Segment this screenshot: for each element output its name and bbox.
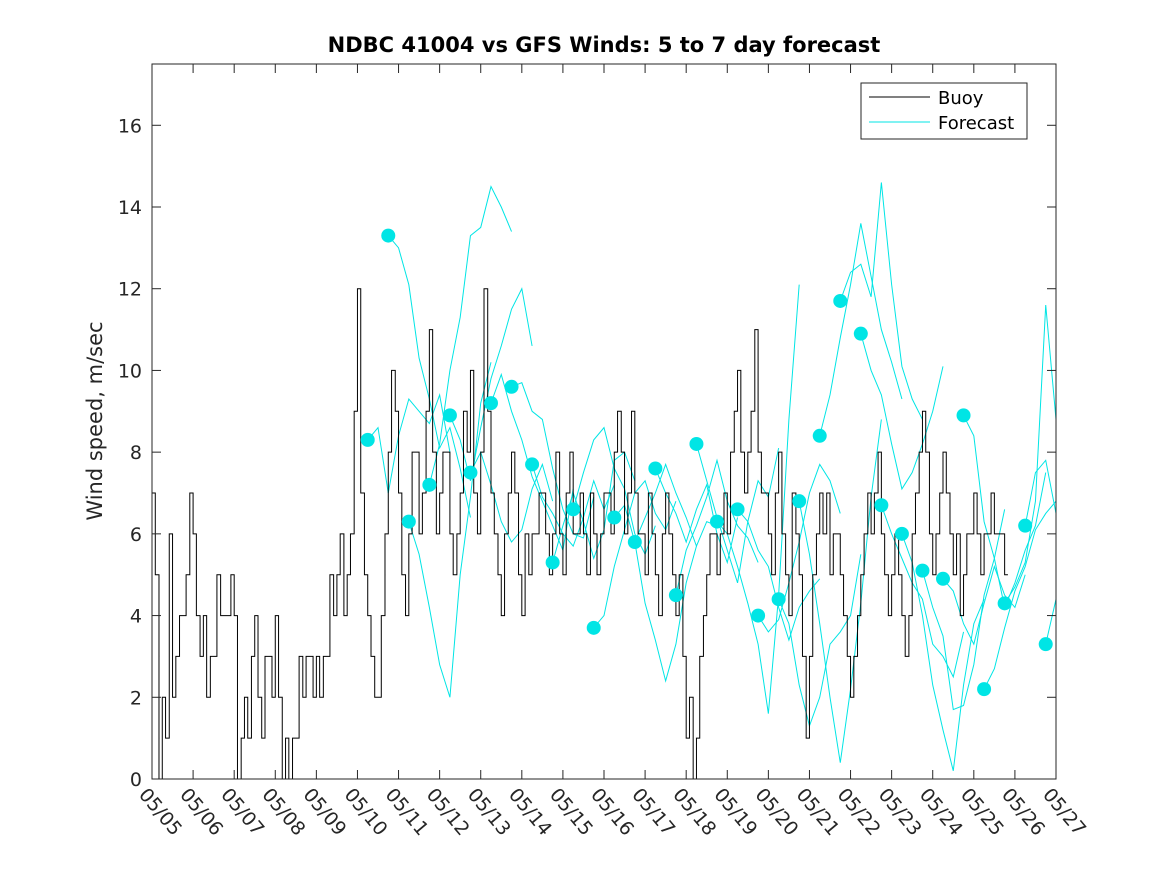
y-tick-label: 4: [130, 606, 142, 628]
buoy-series: [152, 288, 1008, 779]
forecast-marker: [484, 396, 498, 411]
forecast-marker: [607, 510, 622, 525]
forecast-marker: [936, 571, 950, 586]
forecast-marker: [710, 514, 724, 529]
forecast-line: [1004, 305, 1056, 604]
forecast-line: [428, 185, 513, 485]
y-tick-label: 12: [118, 279, 142, 301]
forecast-marker: [833, 293, 848, 308]
forecast-marker: [525, 457, 540, 472]
forecast-line: [470, 450, 554, 543]
y-tick-label: 8: [130, 442, 142, 464]
legend-label-buoy: Buoy: [938, 88, 984, 109]
forecast-marker: [751, 608, 766, 623]
forecast-marker: [853, 326, 868, 341]
forecast-marker: [812, 428, 827, 443]
forecast-line: [408, 362, 492, 698]
forecast-marker: [504, 379, 519, 394]
forecast-marker: [566, 502, 581, 517]
forecast-marker: [401, 514, 416, 529]
forecast-marker: [360, 432, 375, 447]
forecast-marker: [442, 408, 457, 423]
forecast-marker: [586, 620, 601, 635]
forecast-marker: [1038, 637, 1053, 652]
forecast-marker: [792, 494, 807, 509]
y-tick-label: 10: [118, 360, 142, 382]
forecast-marker: [915, 563, 930, 578]
forecast-marker: [381, 228, 396, 243]
forecast-marker: [648, 461, 663, 476]
forecast-marker: [977, 682, 992, 697]
forecast-line: [367, 393, 451, 494]
forecast-marker: [689, 436, 704, 451]
y-tick-label: 6: [130, 524, 142, 546]
forecast-line: [511, 382, 595, 539]
legend-box: [860, 82, 1028, 140]
forecast-start-markers: [360, 228, 1053, 697]
forecast-line: [675, 458, 759, 596]
forecast-marker: [730, 502, 745, 517]
forecast-line: [839, 182, 923, 420]
y-tick-label: 2: [130, 687, 142, 709]
forecast-marker: [771, 592, 786, 607]
legend: Buoy Forecast: [860, 82, 1028, 140]
forecast-marker: [997, 596, 1012, 611]
forecast-marker: [545, 555, 560, 570]
forecast-marker: [463, 465, 478, 480]
forecast-marker: [422, 477, 437, 492]
forecast-marker: [874, 498, 889, 513]
forecast-line: [695, 443, 780, 584]
forecast-line: [716, 284, 800, 714]
forecast-line: [1024, 459, 1056, 526]
forecast-line: [983, 500, 1056, 690]
forecast-line: [921, 509, 1006, 711]
forecast-line: [819, 223, 903, 436]
buoy-line: [152, 288, 1008, 779]
chart-title: NDBC 41004 vs GFS Winds: 5 to 7 day fore…: [328, 33, 881, 57]
y-tick-label: 14: [118, 197, 142, 219]
legend-label-forecast: Forecast: [938, 113, 1014, 134]
forecast-marker: [668, 588, 683, 603]
plot-area: [152, 182, 1056, 779]
y-axis: 0 2 4 6 8 10 12 14 16: [118, 115, 1056, 791]
y-axis-label: Wind speed, m/sec: [83, 321, 107, 520]
forecast-marker: [894, 526, 909, 541]
forecast-line: [860, 333, 944, 491]
forecast-line: [901, 533, 985, 771]
forecast-marker: [627, 535, 642, 550]
y-tick-label: 16: [118, 115, 142, 137]
forecast-marker: [956, 408, 971, 423]
forecast-marker: [1018, 518, 1033, 533]
y-tick-label: 0: [130, 769, 142, 791]
forecast-line: [737, 509, 821, 642]
